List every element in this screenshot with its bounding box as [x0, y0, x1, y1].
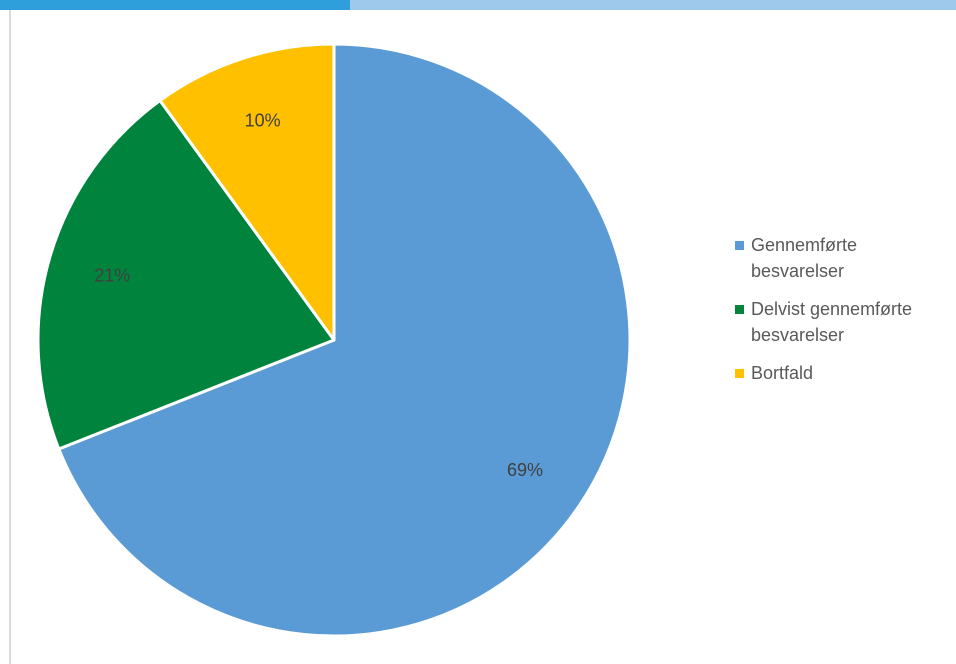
pie-slice-gennemforte [57, 42, 632, 638]
legend-swatch-bortfald [735, 369, 744, 378]
legend-label-gennemforte: Gennemførte besvarelser [751, 235, 858, 281]
data-label-bortfald: 10% [245, 110, 281, 130]
chart-legend: Gennemførte besvarelser Delvist gennemfø… [735, 232, 950, 398]
legend-swatch-gennemforte [735, 241, 744, 250]
header-accent-bar-light [350, 0, 956, 10]
legend-label-bortfald: Bortfald [751, 363, 814, 383]
legend-item-gennemforte: Gennemførte besvarelser [735, 232, 950, 284]
legend-item-delvist: Delvist gennemførte besvarelser [735, 296, 950, 348]
legend-label-delvist: Delvist gennemførte besvarelser [751, 299, 913, 345]
pie-slice-bortfald [158, 42, 336, 342]
pie-slice-delvist [36, 99, 336, 451]
chart-frame-left-border [9, 10, 11, 664]
header-accent-bar-dark [0, 0, 350, 10]
data-label-delvist: 21% [94, 266, 130, 286]
legend-item-bortfald: Bortfald [735, 360, 950, 386]
data-label-gennemforte: 69% [507, 460, 543, 480]
legend-swatch-delvist [735, 305, 744, 314]
